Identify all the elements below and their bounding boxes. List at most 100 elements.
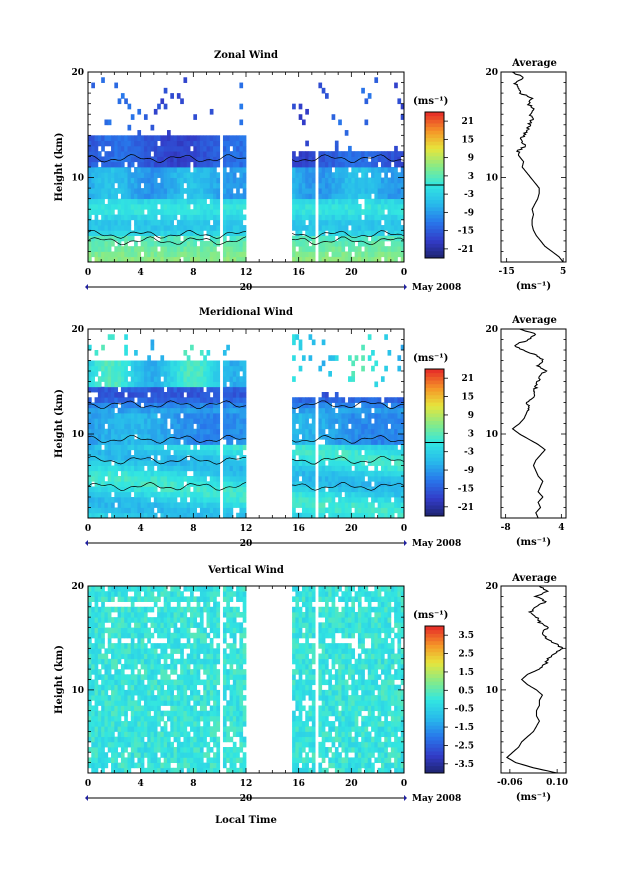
- heatmap-cell: [147, 225, 151, 231]
- heatmap-cell: [232, 444, 237, 451]
- heatmap-cell: [229, 246, 234, 252]
- heatmap-cell: [107, 376, 112, 382]
- heatmap-cell: [157, 497, 161, 503]
- heatmap-cell: [97, 193, 102, 200]
- heatmap-cell: [199, 360, 204, 367]
- heatmap-cell: [305, 230, 309, 237]
- heatmap-cell: [170, 486, 174, 493]
- heatmap-cell: [232, 193, 237, 200]
- x-tick-label: 8: [190, 524, 196, 534]
- heatmap-cell: [143, 225, 148, 231]
- heatmap-cell: [216, 371, 221, 377]
- heatmap-cell: [117, 632, 122, 639]
- heatmap-cell: [331, 423, 336, 430]
- heatmap-cell: [206, 230, 211, 237]
- heatmap-cell: [127, 627, 132, 634]
- heatmap-cell: [348, 256, 352, 263]
- heatmap-cell: [222, 402, 227, 409]
- heatmap-cell: [328, 219, 332, 226]
- colorbar-segment: [425, 133, 444, 139]
- heatmap-cell: [107, 225, 112, 231]
- heatmap-cell: [186, 151, 191, 157]
- heatmap-cell: [111, 172, 115, 178]
- heatmap-cell: [147, 731, 151, 738]
- heatmap-cell: [367, 418, 372, 424]
- heatmap-cell: [377, 486, 382, 493]
- heatmap-cell: [120, 214, 125, 221]
- heatmap-cell: [134, 423, 138, 430]
- heatmap-cell: [183, 156, 188, 163]
- heatmap-cell: [117, 439, 122, 445]
- heatmap-cell: [222, 151, 227, 157]
- heatmap-cell: [153, 214, 158, 221]
- heatmap-cell: [117, 460, 122, 466]
- heatmap-cell: [127, 465, 132, 472]
- heatmap-cell: [213, 371, 217, 377]
- heatmap-cell: [390, 470, 395, 477]
- heatmap-cell: [134, 596, 138, 602]
- heatmap-cell: [183, 209, 188, 215]
- heatmap-cell: [140, 381, 145, 388]
- heatmap-cell: [130, 606, 135, 613]
- heatmap-cell: [361, 502, 365, 508]
- heatmap-cell: [97, 632, 102, 639]
- heatmap-cell: [209, 156, 214, 163]
- heatmap-cell: [364, 225, 369, 231]
- heatmap-cell: [120, 360, 125, 367]
- heatmap-cell: [124, 251, 128, 258]
- date-unit-label: May 2008: [412, 539, 461, 549]
- heatmap-cell: [325, 481, 329, 487]
- heatmap-cell: [203, 423, 207, 430]
- heatmap-cell: [371, 507, 375, 514]
- heatmap-cell: [127, 193, 132, 200]
- heatmap-cell: [374, 209, 379, 215]
- heatmap-cell: [236, 145, 240, 152]
- heatmap-cell: [199, 418, 204, 424]
- heatmap-cell: [107, 679, 112, 686]
- heatmap-cell: [163, 371, 168, 377]
- heatmap-cells: [88, 334, 405, 519]
- heatmap-cell: [390, 214, 395, 221]
- x-tick-label: 12: [240, 524, 253, 534]
- heatmap-cell: [163, 502, 168, 508]
- heatmap-cell: [94, 423, 99, 430]
- heatmap-cell: [120, 747, 125, 753]
- heatmap-cell: [338, 434, 342, 440]
- heatmap-cell: [101, 731, 105, 738]
- heatmap-cell: [160, 235, 165, 242]
- heatmap-cell: [111, 747, 115, 753]
- heatmap-cell: [173, 449, 178, 456]
- heatmap-cell: [117, 407, 122, 414]
- heatmap-cell: [101, 762, 105, 769]
- heatmap-cell: [331, 491, 336, 498]
- heatmap-cell: [239, 502, 244, 508]
- heatmap-cell: [124, 715, 128, 722]
- heatmap-cell: [170, 402, 174, 409]
- heatmap-cell: [160, 497, 165, 503]
- heatmap-cell: [239, 214, 244, 221]
- heatmap-cell: [209, 413, 214, 419]
- heatmap-cell: [334, 392, 339, 398]
- heatmap-cell: [328, 167, 332, 173]
- heatmap-cell: [239, 140, 244, 147]
- heatmap-cell: [196, 161, 201, 168]
- heatmap-cell: [298, 188, 303, 194]
- heatmap-cell: [120, 386, 125, 393]
- heatmap-cell: [226, 151, 230, 157]
- heatmap-cell: [104, 177, 109, 184]
- heatmap-cell: [344, 439, 349, 445]
- contour-line: [87, 481, 247, 491]
- heatmap-cell: [143, 648, 148, 654]
- heatmap-cell: [153, 669, 158, 675]
- heatmap-cell: [140, 386, 145, 393]
- heatmap-cell: [137, 637, 142, 644]
- heatmap-cell: [193, 235, 198, 242]
- heatmap-cell: [305, 418, 309, 424]
- heatmap-cell: [120, 151, 125, 157]
- heatmap-cell: [311, 497, 316, 503]
- heatmap-cell: [94, 145, 99, 152]
- heatmap-cell: [348, 203, 352, 210]
- heatmap-cell: [318, 465, 323, 472]
- heatmap-cell: [97, 606, 102, 613]
- heatmap-cell: [193, 246, 198, 252]
